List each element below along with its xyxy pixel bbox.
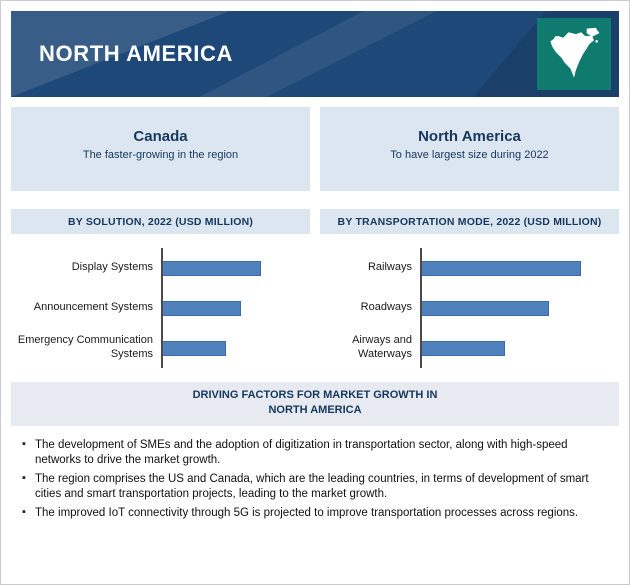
category-labels: Display Systems Announcement Systems Eme… xyxy=(11,248,161,368)
bar-airways-and-waterways xyxy=(422,340,506,356)
bar-announcement-systems xyxy=(163,300,241,316)
driving-factors-title-line1: DRIVING FACTORS FOR MARKET GROWTH IN xyxy=(192,389,438,401)
charts-row: Display Systems Announcement Systems Eme… xyxy=(11,248,619,368)
section-header-by-transportation-mode: BY TRANSPORTATION MODE, 2022 (USD MILLIO… xyxy=(320,209,619,234)
category-label: Airways and Waterways xyxy=(352,334,412,360)
panel-subtitle: To have largest size during 2022 xyxy=(390,149,549,161)
list-item: The development of SMEs and the adoption… xyxy=(21,437,613,468)
bar-row xyxy=(163,248,304,288)
highlight-panels: Canada The faster-growing in the region … xyxy=(11,107,619,191)
category-label: Announcement Systems xyxy=(33,301,153,314)
driving-factors-list: The development of SMEs and the adoption… xyxy=(21,437,613,522)
bar-row xyxy=(163,328,304,368)
category-label: Display Systems xyxy=(71,261,153,274)
category-label: Roadways xyxy=(360,301,412,314)
category-label: Emergency Communication Systems xyxy=(17,334,153,360)
bar-row xyxy=(422,328,613,368)
solution-bar-chart: Display Systems Announcement Systems Eme… xyxy=(11,248,310,368)
highlight-panel-north-america: North America To have largest size durin… xyxy=(320,107,619,191)
chart-plot-area xyxy=(161,248,310,368)
category-labels: Railways Roadways Airways and Waterways xyxy=(320,248,420,368)
bar-display-systems xyxy=(163,260,261,276)
highlight-panel-canada: Canada The faster-growing in the region xyxy=(11,107,310,191)
panel-title: Canada xyxy=(133,128,188,145)
driving-factors-header: DRIVING FACTORS FOR MARKET GROWTH IN NOR… xyxy=(11,382,619,426)
transportation-bar-chart: Railways Roadways Airways and Waterways xyxy=(320,248,619,368)
region-header: NORTH AMERICA xyxy=(11,11,619,97)
bar-railways xyxy=(422,260,581,276)
panel-subtitle: The faster-growing in the region xyxy=(82,149,239,161)
driving-factors-title-line2: NORTH AMERICA xyxy=(268,404,362,417)
section-headers: BY SOLUTION, 2022 (USD MILLION) BY TRANS… xyxy=(11,209,619,234)
list-item: The region comprises the US and Canada, … xyxy=(21,471,613,502)
panel-title: North America xyxy=(418,128,521,145)
bar-row xyxy=(422,248,613,288)
list-item: The improved IoT connectivity through 5G… xyxy=(21,505,613,521)
section-header-by-solution: BY SOLUTION, 2022 (USD MILLION) xyxy=(11,209,310,234)
category-label: Railways xyxy=(367,261,412,274)
bar-row xyxy=(163,288,304,328)
bar-roadways xyxy=(422,300,549,316)
page-title: NORTH AMERICA xyxy=(39,41,233,66)
chart-plot-area xyxy=(420,248,619,368)
bar-row xyxy=(422,288,613,328)
north-america-map-icon xyxy=(537,18,611,90)
bar-emergency-communication-systems xyxy=(163,340,227,356)
